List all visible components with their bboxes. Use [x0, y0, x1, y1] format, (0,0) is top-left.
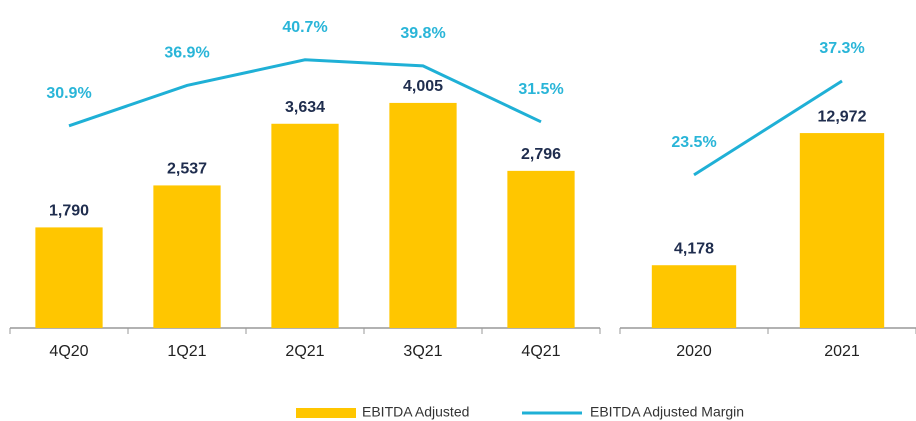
margin-label: 31.5% — [518, 81, 563, 98]
bar-label: 4,005 — [403, 78, 443, 95]
x-tick-label: 4Q21 — [521, 343, 560, 360]
legend-label: EBITDA Adjusted — [362, 404, 469, 420]
bar — [271, 123, 339, 329]
legend-swatch — [296, 408, 356, 418]
x-tick-label: 2021 — [824, 343, 860, 360]
x-tick-label: 2020 — [676, 343, 712, 360]
bar — [153, 185, 221, 328]
bar — [389, 102, 457, 328]
bar-label: 4,178 — [674, 240, 714, 257]
margin-label: 40.7% — [282, 19, 327, 36]
legend-label: EBITDA Adjusted Margin — [590, 404, 744, 420]
margin-line — [693, 79, 843, 177]
x-tick-label: 2Q21 — [285, 343, 324, 360]
margin-label: 30.9% — [46, 85, 91, 102]
bar-label: 12,972 — [818, 108, 867, 125]
bar-label: 3,634 — [285, 99, 325, 116]
bar — [507, 170, 575, 328]
margin-label: 39.8% — [400, 25, 445, 42]
x-tick-label: 3Q21 — [403, 343, 442, 360]
bar — [651, 265, 737, 328]
margin-label: 37.3% — [819, 40, 864, 57]
bar-label: 2,537 — [167, 161, 207, 178]
x-tick-label: 1Q21 — [167, 343, 206, 360]
bar — [35, 227, 103, 328]
margin-label: 23.5% — [671, 134, 716, 151]
bar-label: 1,790 — [49, 203, 89, 220]
bar — [799, 133, 885, 328]
margin-label: 36.9% — [164, 45, 209, 62]
margin-line — [68, 58, 542, 128]
bar-label: 2,796 — [521, 146, 561, 163]
x-tick-label: 4Q20 — [49, 343, 88, 360]
